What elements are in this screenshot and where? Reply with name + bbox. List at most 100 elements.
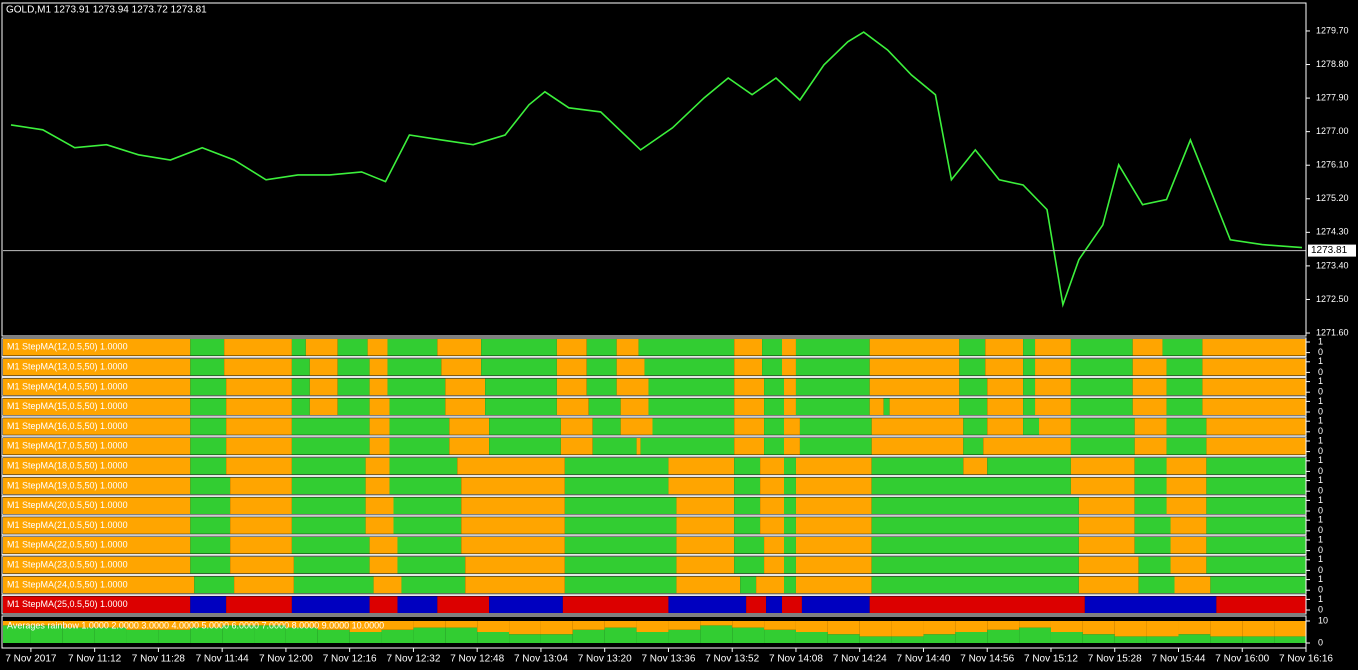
state-segment: [734, 556, 765, 574]
rainbow-lower: [477, 632, 510, 643]
state-segment: [760, 497, 785, 514]
state-segment: [640, 438, 735, 455]
state-segment: [1206, 457, 1306, 475]
state-segment: [190, 517, 231, 534]
state-segment: [560, 438, 593, 455]
state-segment: [782, 358, 796, 376]
state-segment: [489, 596, 563, 613]
state-segment: [676, 497, 735, 514]
state-segment: [461, 477, 565, 495]
state-segment: [592, 418, 621, 435]
state-segment: [1078, 497, 1135, 514]
state-segment: [764, 556, 785, 574]
state-segment: [676, 556, 735, 574]
state-segment: [1170, 517, 1207, 534]
state-segment: [291, 537, 370, 554]
x-tick-label: 7 Nov 11:28: [132, 654, 186, 665]
state-segment: [1206, 418, 1306, 435]
state-segment: [784, 497, 796, 514]
state-segment: [588, 398, 621, 415]
state-segment: [1210, 576, 1306, 594]
state-segment: [291, 339, 306, 356]
state-segment: [1202, 358, 1306, 376]
rainbow-lower: [764, 629, 796, 643]
state-segment: [226, 378, 292, 396]
rainbow-lower: [349, 632, 382, 643]
state-segment: [3, 438, 191, 455]
state-segment: [764, 398, 785, 415]
state-segment: [784, 438, 800, 455]
rainbow-upper: [126, 621, 159, 630]
state-segment: [869, 398, 884, 415]
state-segment: [586, 339, 617, 356]
state-segment: [190, 398, 227, 415]
state-segment: [230, 517, 292, 534]
rainbow-lower: [859, 636, 892, 643]
panel-frame: [1, 555, 1307, 575]
state-segment: [766, 596, 783, 613]
state-segment: [1166, 438, 1207, 455]
state-segment: [437, 596, 490, 613]
state-segment: [734, 457, 761, 475]
state-segment: [616, 358, 645, 376]
state-segment: [1023, 339, 1036, 356]
state-segment: [309, 378, 338, 396]
y-tick-label: 0: [1318, 637, 1323, 647]
rainbow-upper: [987, 621, 1020, 630]
rainbow-upper: [445, 621, 478, 628]
state-segment: [784, 477, 796, 495]
state-segment: [871, 477, 1071, 495]
state-segment: [230, 497, 292, 514]
rainbow-upper: [222, 621, 255, 626]
state-segment: [291, 596, 370, 613]
rainbow-lower: [1274, 636, 1306, 643]
current-price-label: 1273.81: [1311, 245, 1348, 256]
y-tick-label: 0: [1318, 486, 1323, 496]
state-segment: [795, 477, 872, 495]
rainbow-lower: [1050, 632, 1083, 643]
y-tick-label: 1276.10: [1316, 160, 1349, 170]
state-segment: [369, 398, 390, 415]
panel-frame: [1, 495, 1307, 516]
state-segment: [734, 537, 765, 554]
state-segment: [784, 398, 796, 415]
state-segment: [309, 358, 338, 376]
state-segment: [985, 358, 1024, 376]
state-segment: [389, 438, 450, 455]
y-tick-label: 1271.60: [1316, 327, 1349, 337]
state-segment: [586, 378, 617, 396]
state-segment: [367, 339, 388, 356]
state-segment: [1035, 378, 1071, 396]
state-segment: [564, 477, 669, 495]
rainbow-upper: [859, 621, 892, 637]
state-segment: [369, 537, 398, 554]
rainbow-upper: [62, 621, 95, 628]
state-segment: [389, 398, 446, 415]
state-segment: [337, 339, 368, 356]
state-segment: [963, 438, 984, 455]
y-tick-label: 1: [1318, 594, 1323, 604]
state-segment: [369, 378, 388, 396]
panel-title: M1 StepMA(22,0.5,50) 1.0000: [7, 540, 128, 550]
state-segment: [190, 537, 231, 554]
state-segment: [1134, 418, 1167, 435]
state-segment: [337, 398, 370, 415]
state-segment: [1023, 378, 1036, 396]
state-segment: [648, 398, 735, 415]
state-segment: [760, 517, 785, 534]
state-segment: [445, 398, 486, 415]
state-segment: [782, 339, 796, 356]
x-tick-label: 7 Nov 16:00: [1215, 654, 1269, 665]
y-tick-label: 1: [1318, 554, 1323, 564]
state-segment: [1078, 517, 1135, 534]
rainbow-lower: [923, 634, 956, 643]
rainbow-lower: [700, 625, 733, 643]
state-segment: [869, 378, 960, 396]
state-segment: [1132, 378, 1167, 396]
state-segment: [1166, 418, 1207, 435]
state-segment: [190, 596, 227, 613]
state-segment: [1070, 398, 1133, 415]
rainbow-lower: [955, 632, 988, 643]
y-tick-label: 1: [1318, 455, 1323, 465]
y-tick-label: 1279.70: [1316, 25, 1349, 35]
